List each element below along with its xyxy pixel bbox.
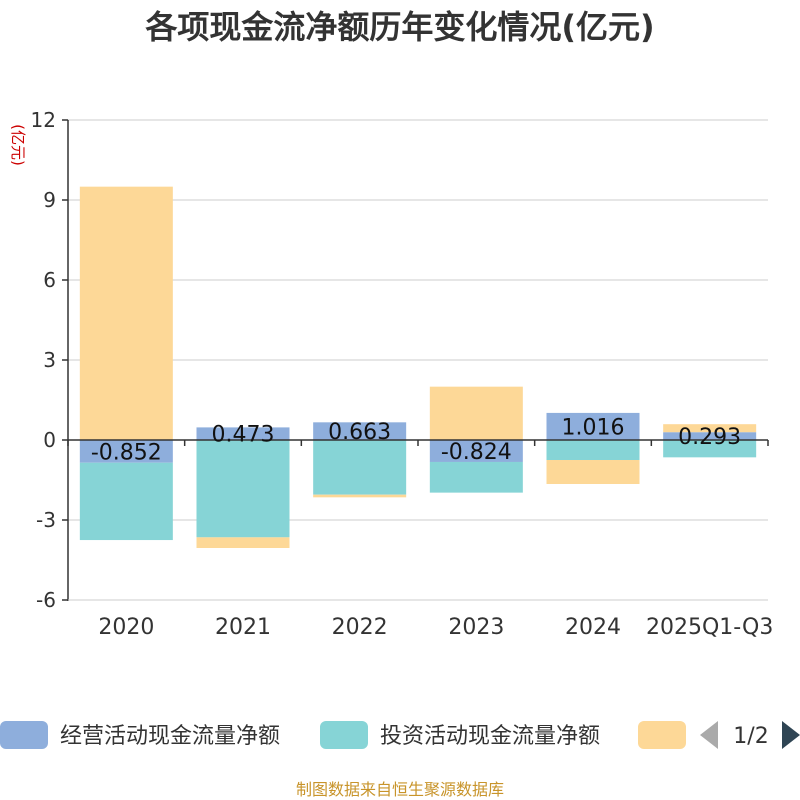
legend-label: 经营活动现金流量净额 (60, 724, 280, 749)
legend-page-indicator: 1/2 (733, 724, 768, 749)
bar-series1-2024 (546, 412, 640, 440)
bar-series1-2023 (429, 440, 523, 462)
bar-series3-2021 (196, 537, 290, 548)
bar-series2-2025Q1-Q3 (663, 440, 757, 458)
x-tick-label: 2023 (448, 615, 504, 640)
bar-series1-2022 (313, 422, 407, 440)
legend-swatch (0, 721, 48, 749)
legend-label: 投资活动现金流量净额 (380, 724, 600, 749)
data-labels: -0.852 0.473 0.663 -0.824 1.016 0.293 (91, 415, 741, 465)
axes: 12 9 6 3 0 -3 -6 2020 2021 2022 2023 2024 2025Q1-Q3 (31, 108, 774, 640)
bar-series1-2020 (79, 440, 173, 463)
y-tick-label: 12 (31, 108, 56, 132)
bars (79, 186, 757, 548)
data-label: 0.293 (678, 425, 741, 450)
y-tick-label: 9 (43, 188, 56, 212)
bar-series2-2024 (546, 440, 640, 460)
bar-series1-2021 (196, 427, 290, 440)
bar-series3-2024 (546, 460, 640, 484)
data-label: 0.473 (212, 423, 275, 448)
bar-series3-2020 (79, 186, 173, 440)
data-label: 0.663 (328, 420, 391, 445)
bar-series2-2020 (79, 462, 173, 541)
data-label: 1.016 (562, 415, 625, 440)
bar-series3-2025Q1-Q3 (663, 424, 757, 433)
bar-series2-2022 (313, 440, 407, 495)
x-tick-label: 2020 (98, 615, 154, 640)
legend-prev-page-icon[interactable] (700, 721, 718, 749)
x-tick-label: 2025Q1-Q3 (646, 615, 773, 640)
data-label: -0.852 (91, 440, 162, 465)
y-axis-unit-label: (亿元) (9, 124, 27, 166)
chart-title: 各项现金流净额历年变化情况(亿元) (145, 8, 654, 46)
legend-item-3[interactable] (638, 721, 686, 749)
bar-series3-2023 (429, 386, 523, 440)
y-tick-label: 3 (43, 348, 56, 372)
y-tick-label: 0 (43, 428, 56, 452)
bar-series2-2023 (429, 461, 523, 493)
legend: 经营活动现金流量净额 投资活动现金流量净额 1/2 (0, 721, 800, 749)
y-tick-label: -3 (36, 508, 56, 532)
legend-item-1[interactable]: 经营活动现金流量净额 (0, 721, 280, 749)
legend-swatch (320, 721, 368, 749)
bar-series1-2025Q1-Q3 (663, 432, 757, 440)
legend-next-page-icon[interactable] (782, 721, 800, 749)
legend-swatch (638, 721, 686, 749)
y-tick-label: 6 (43, 268, 56, 292)
y-tick-label: -6 (36, 588, 56, 612)
x-tick-label: 2021 (215, 615, 271, 640)
bar-series3-2022 (313, 494, 407, 498)
legend-item-2[interactable]: 投资活动现金流量净额 (320, 721, 600, 749)
source-note: 制图数据来自恒生聚源数据库 (296, 780, 504, 799)
data-label: -0.824 (441, 440, 512, 465)
x-tick-label: 2024 (565, 615, 621, 640)
bar-series2-2021 (196, 440, 290, 538)
gridlines (68, 119, 768, 601)
x-tick-label: 2022 (332, 615, 388, 640)
